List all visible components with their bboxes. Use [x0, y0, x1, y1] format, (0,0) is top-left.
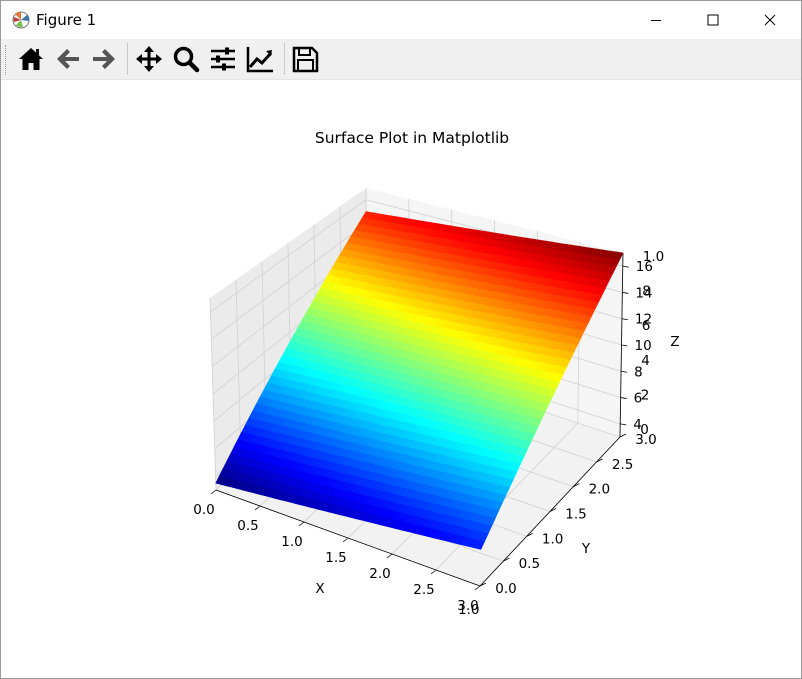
toolbar-grip	[5, 45, 9, 75]
overlapping-tick-label: 1.0	[643, 249, 664, 265]
x-tick-mark	[342, 537, 349, 543]
x-edge-partial-label: 1.0	[458, 602, 479, 618]
forward-button[interactable]	[88, 43, 120, 75]
z-tick-label: 14	[635, 285, 652, 301]
z-axis: 4 6 8 10 12 14 16	[620, 259, 653, 433]
surface-plot	[215, 211, 624, 550]
floppy-disk-icon	[292, 46, 319, 73]
minimize-button[interactable]	[633, 1, 679, 39]
y-tick-mark	[549, 508, 557, 512]
x-tick-mark	[386, 553, 393, 559]
x-tick-label: 1.0	[281, 534, 302, 550]
x-tick-label: 2.0	[369, 566, 390, 582]
z-tick-mark	[621, 370, 628, 373]
maximize-button[interactable]	[690, 1, 736, 39]
y-axis: 0.00.51.01.52.02.53.0	[479, 432, 657, 597]
z-tick-mark	[621, 344, 628, 347]
sliders-icon	[211, 47, 235, 71]
z-tick-mark	[620, 397, 627, 399]
overlapping-tick-label: 8	[642, 284, 651, 300]
minimize-icon	[651, 20, 661, 21]
magnifier-icon	[173, 46, 200, 73]
surface-patch	[473, 539, 485, 550]
close-button[interactable]	[747, 1, 793, 39]
navigation-toolbar	[1, 39, 801, 80]
z-tick-label: 12	[635, 312, 652, 328]
z-tick-mark	[622, 265, 629, 268]
y-tick-label: 2.5	[612, 457, 633, 473]
z-tick-label: 6	[634, 391, 643, 407]
maximize-icon	[707, 14, 719, 26]
zoom-button[interactable]	[170, 43, 202, 75]
x-tick-label: 0.5	[237, 518, 258, 534]
y-tick-label: 1.5	[565, 507, 586, 523]
toolbar-separator	[284, 43, 285, 75]
overlapping-tick-label: 4	[641, 353, 650, 369]
save-button[interactable]	[289, 43, 321, 75]
home-button[interactable]	[15, 43, 47, 75]
x-tick-mark	[298, 521, 305, 527]
y-axis-label: Y	[581, 541, 591, 557]
y-tick-mark	[573, 483, 580, 488]
y-tick-mark	[503, 557, 510, 562]
x-tick-label: 2.5	[413, 582, 434, 598]
x-axis-label: X	[315, 581, 324, 597]
configure-subplots-button[interactable]	[207, 43, 239, 75]
y-tick-mark	[479, 582, 487, 587]
y-tick-mark	[526, 532, 533, 537]
line-chart-icon	[246, 47, 273, 73]
x-tick-mark	[474, 585, 481, 591]
overlapping-tick-label: 2	[641, 387, 650, 403]
y-tick-mark	[619, 433, 627, 438]
x-tick-label: 1.5	[325, 550, 346, 566]
z-tick-label: 8	[634, 364, 643, 380]
pan-button[interactable]	[133, 43, 165, 75]
z-axis-label: Z	[670, 334, 679, 350]
z-tick-mark	[622, 292, 629, 294]
overlapping-tick-label: 0	[640, 422, 649, 438]
arrow-left-icon	[57, 49, 79, 69]
x-tick-label: 3.0	[457, 598, 478, 614]
move-icon	[136, 46, 162, 72]
home-icon	[19, 48, 43, 70]
x-axis: 0.0 0.5 1.0 1.5 2.0 2.5 3.0	[193, 489, 481, 614]
overlapping-tick-label: 6	[642, 318, 651, 334]
y-tick-label: 0.5	[519, 556, 540, 572]
close-icon	[764, 14, 776, 26]
z-tick-label: 4	[633, 417, 642, 433]
z-tick-mark	[621, 318, 628, 321]
figure-canvas[interactable]: Surface Plot in Matplotlib 0.00.51.01.52…	[1, 80, 801, 678]
y-tick-mark	[596, 458, 603, 463]
chart-title: Surface Plot in Matplotlib	[315, 129, 509, 147]
x-tick-mark	[430, 569, 437, 575]
overlapping-tick-labels: 0 2 4 6 8 1.0 1.0	[458, 249, 664, 618]
x-tick-label: 0.0	[193, 502, 214, 518]
x-tick-mark	[254, 505, 261, 511]
arrow-right-icon	[93, 49, 115, 69]
left-wall-pane	[210, 188, 367, 490]
window-title: Figure 1	[36, 11, 97, 29]
z-tick-mark	[620, 423, 627, 426]
toolbar-separator	[127, 43, 128, 75]
z-tick-label: 16	[636, 259, 653, 275]
x-tick-mark	[210, 489, 217, 495]
y-tick-label: 0.0	[495, 581, 516, 597]
y-tick-label: 1.0	[542, 531, 563, 547]
edit-axes-button[interactable]	[244, 43, 276, 75]
back-button[interactable]	[52, 43, 84, 75]
y-tick-label: 3.0	[635, 432, 656, 448]
z-tick-label: 10	[635, 338, 652, 354]
y-tick-label: 2.0	[589, 482, 610, 498]
matplotlib-logo-icon	[12, 11, 30, 29]
title-bar[interactable]: Figure 1	[1, 1, 801, 39]
